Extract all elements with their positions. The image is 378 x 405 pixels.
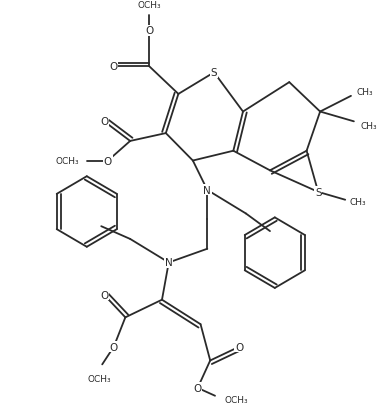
Text: O: O: [110, 342, 118, 352]
Text: OCH₃: OCH₃: [56, 157, 79, 166]
Text: O: O: [194, 383, 202, 393]
Text: S: S: [315, 188, 322, 197]
Text: O: O: [110, 62, 118, 72]
Text: O: O: [145, 26, 153, 36]
Text: N: N: [203, 185, 211, 196]
Text: CH₃: CH₃: [361, 122, 377, 130]
Text: S: S: [211, 68, 217, 78]
Text: O: O: [100, 290, 108, 300]
Text: O: O: [235, 342, 243, 352]
Text: CH₃: CH₃: [357, 88, 373, 97]
Text: O: O: [104, 156, 112, 166]
Text: O: O: [100, 117, 108, 127]
Text: N: N: [165, 258, 173, 268]
Text: OCH₃: OCH₃: [87, 374, 111, 383]
Text: CH₃: CH₃: [349, 198, 366, 207]
Text: OCH₃: OCH₃: [225, 395, 248, 404]
Text: OCH₃: OCH₃: [138, 1, 161, 10]
